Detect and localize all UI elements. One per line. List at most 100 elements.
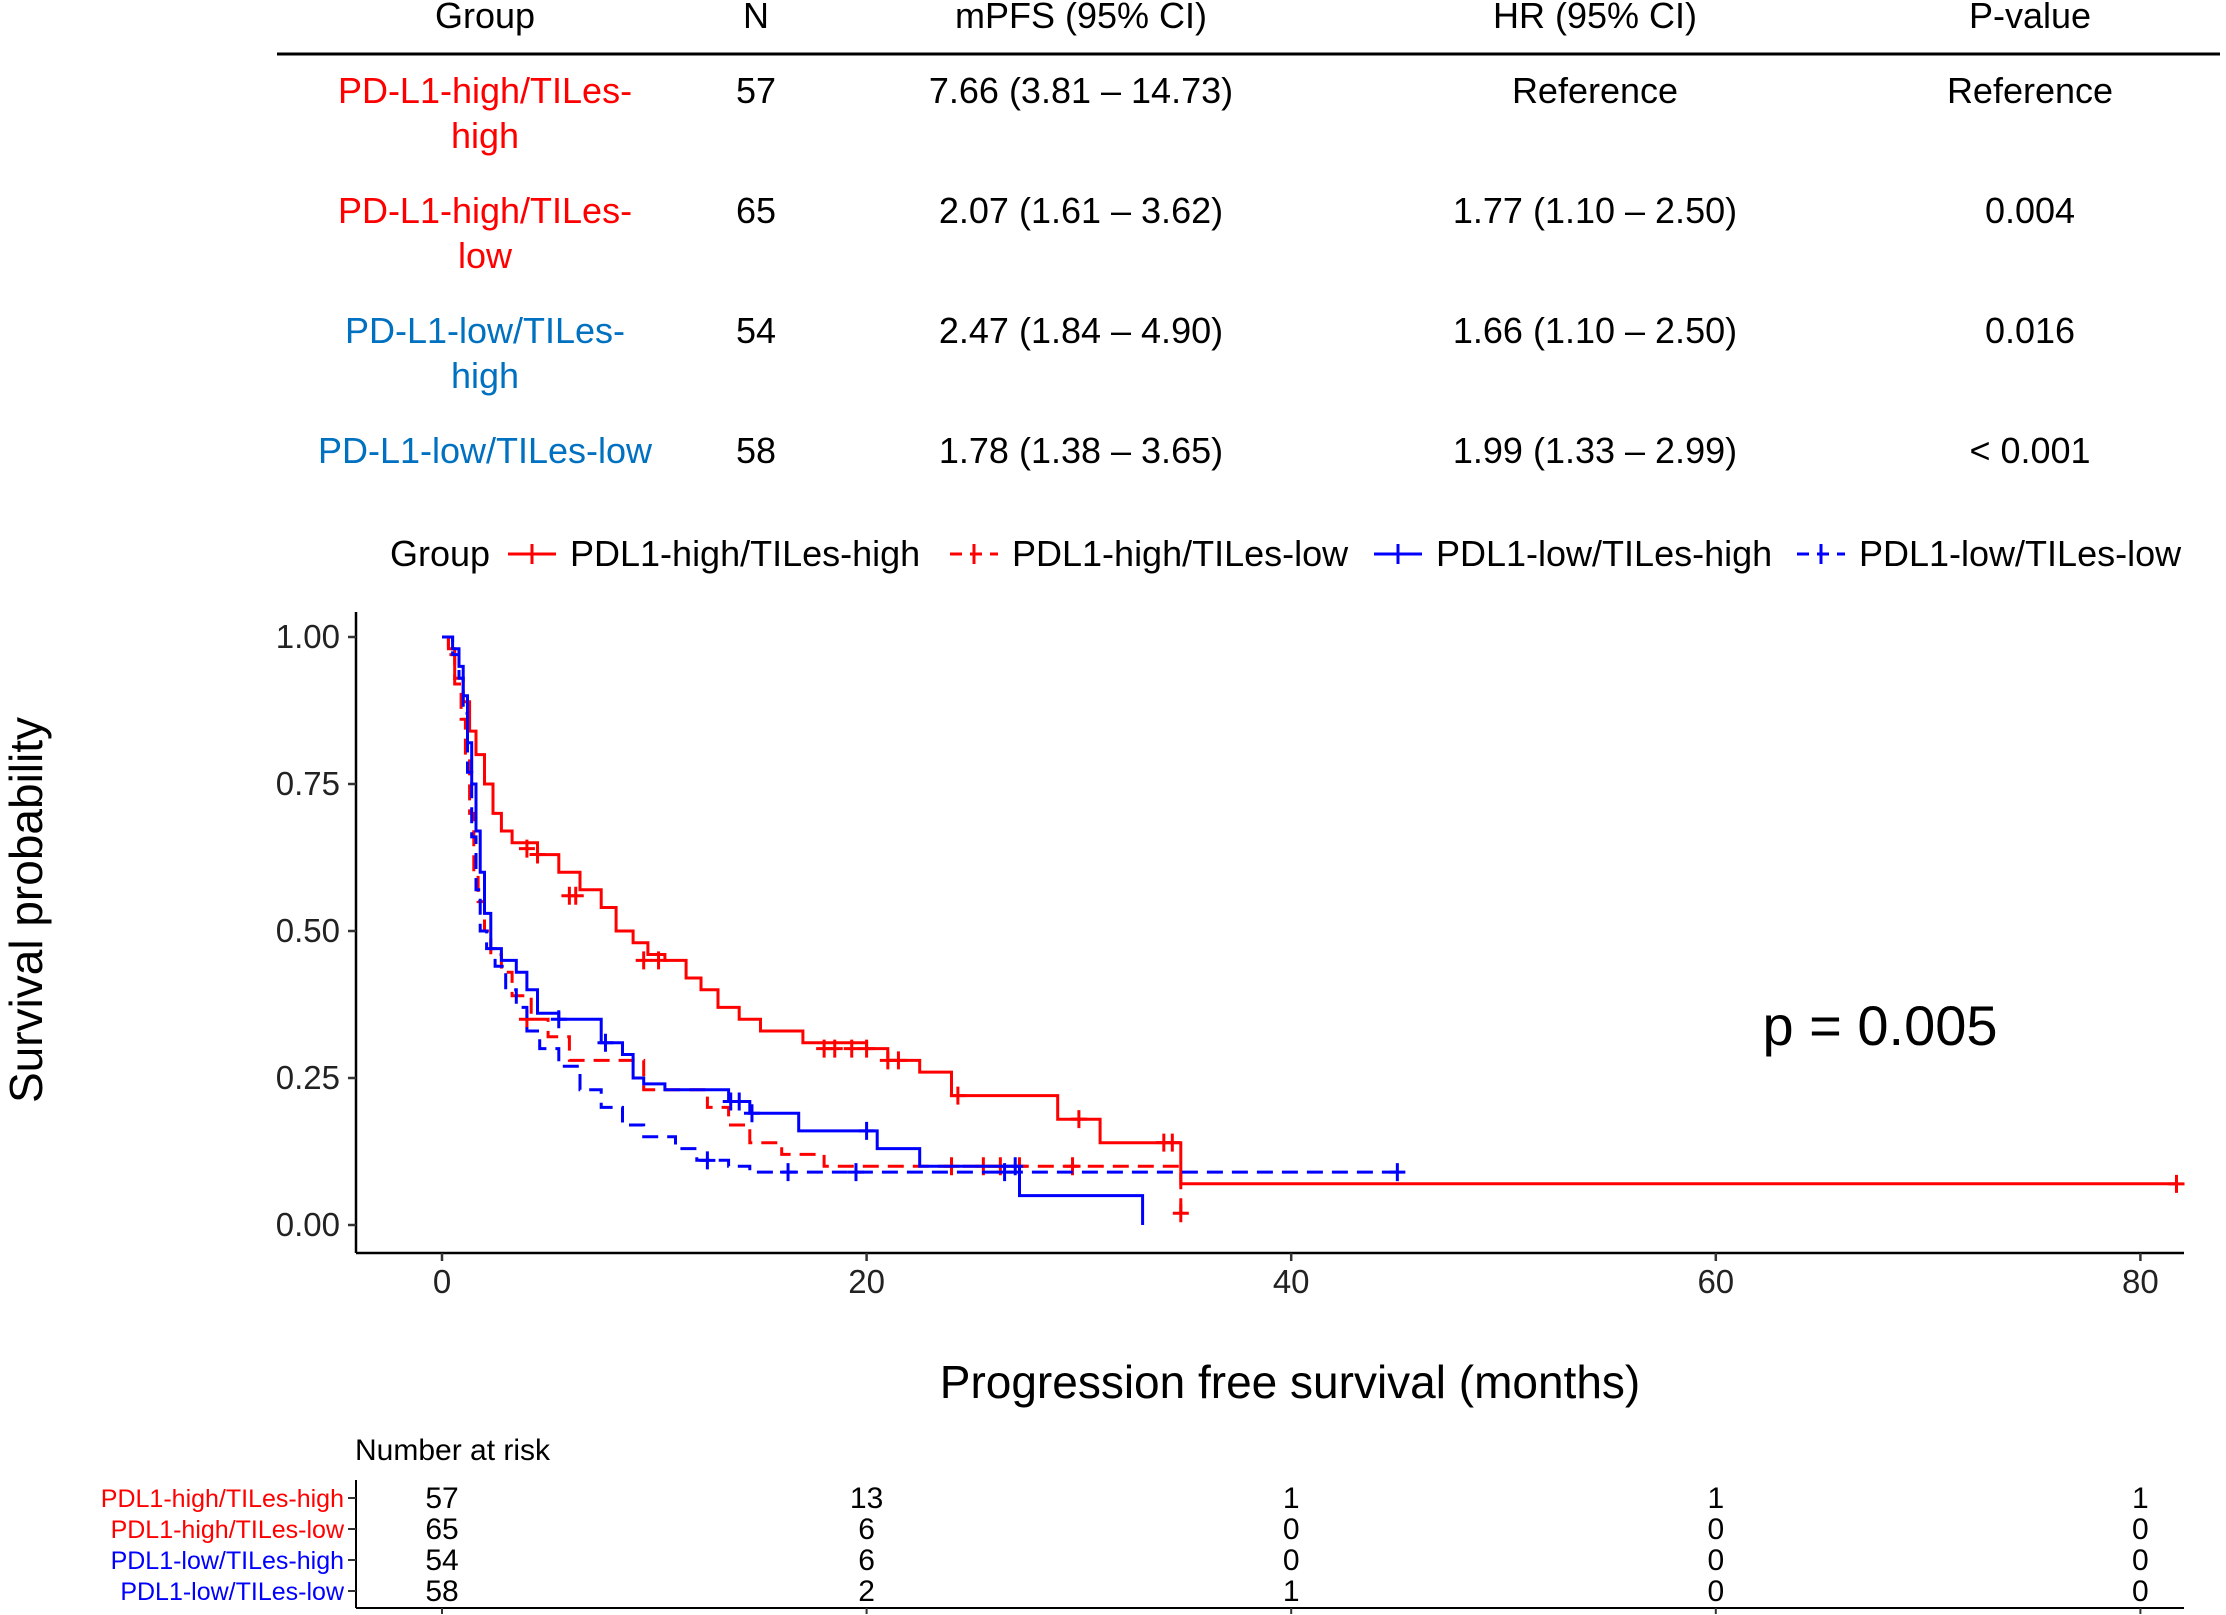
series-PDL1-high/TILes-low (442, 635, 1189, 1223)
table-cell-hr: 1.77 (1.10 – 2.50) (1453, 190, 1737, 231)
table-row: PD-L1-low/TILes-low 58 1.78 (1.38 – 3.65… (318, 430, 2091, 471)
censor-mark (567, 886, 584, 905)
risk-count: 54 (425, 1544, 458, 1577)
risk-count: 58 (425, 1575, 458, 1608)
km-curve (442, 635, 1398, 1174)
x-tick-label: 0 (433, 1263, 451, 1300)
table-row: PD-L1-high/TILes- low 65 2.07 (1.61 – 3.… (338, 190, 2075, 276)
table-cell-group: PD-L1-low/TILes-low (318, 430, 653, 471)
legend: Group PDL1-high/TILes-high PDL1-high/TIL… (390, 533, 2182, 574)
legend-item: PDL1-high/TILes-high (508, 533, 920, 574)
table-cell-n: 54 (736, 310, 776, 351)
risk-count: 65 (425, 1513, 458, 1546)
legend-key (1797, 544, 1845, 564)
risk-count: 0 (1707, 1575, 1724, 1608)
risk-row-label: PDL1-low/TILes-high (111, 1547, 344, 1575)
table-cell-pvalue: < 0.001 (1969, 430, 2090, 471)
censor-mark (1070, 1110, 1087, 1129)
legend-label: PDL1-high/TILes-high (570, 533, 920, 574)
censor-mark (743, 1104, 760, 1123)
risk-row-label: PDL1-low/TILes-low (120, 1578, 345, 1606)
table-header-n: N (743, 0, 769, 36)
censor-mark (996, 1163, 1013, 1182)
censor-mark (635, 951, 652, 970)
x-tick-label: 20 (848, 1263, 885, 1300)
legend-label: PDL1-low/TILes-low (1859, 533, 2182, 574)
risk-table-title: Number at risk (355, 1434, 551, 1467)
legend-key (1374, 544, 1422, 564)
y-tick-label: 0.50 (276, 912, 340, 949)
risk-count: 6 (858, 1513, 875, 1546)
x-axis-title: Progression free survival (months) (940, 1356, 1640, 1408)
censor-mark (949, 1086, 966, 1105)
table-cell-mpfs: 1.78 (1.38 – 3.65) (939, 430, 1223, 471)
table-cell-pvalue: 0.004 (1985, 190, 2075, 231)
censor-mark (1164, 1133, 1181, 1152)
risk-row: PDL1-high/TILes-low 65 6 0 0 0 (111, 1513, 2149, 1546)
km-curves (442, 635, 2185, 1225)
series-PDL1-high/TILes-high (442, 635, 2185, 1193)
censor-mark (699, 1151, 716, 1170)
risk-count: 1 (2132, 1482, 2149, 1515)
censor-mark (843, 1039, 860, 1058)
censor-mark (858, 1121, 875, 1140)
km-curve (442, 635, 2177, 1186)
table-cell-group: PD-L1-high/TILes- (338, 70, 632, 111)
table-row: PD-L1-low/TILes- high 54 2.47 (1.84 – 4.… (345, 310, 2075, 396)
y-tick-label: 0.75 (276, 765, 340, 802)
censor-mark (550, 1010, 567, 1029)
y-ticks: 0.00 0.25 0.50 0.75 1.00 (276, 618, 356, 1243)
table-row: PD-L1-high/TILes- high 57 7.66 (3.81 – 1… (338, 70, 2113, 156)
p-value-annotation: p = 0.005 (1762, 994, 1997, 1057)
risk-row-label: PDL1-high/TILes-high (101, 1485, 344, 1513)
censor-mark (858, 1039, 875, 1058)
table-header-hr: HR (95% CI) (1493, 0, 1697, 36)
km-curve (442, 635, 1183, 1214)
risk-rows: PDL1-high/TILes-high 57 13 1 1 1PDL1-high/TIL… (101, 1482, 2149, 1614)
y-tick-label: 0.25 (276, 1059, 340, 1096)
y-axis-title: Survival probability (0, 717, 52, 1103)
x-tick-label: 80 (2122, 1263, 2159, 1300)
series-PDL1-low/TILes-high (442, 635, 1145, 1225)
legend-label: PDL1-high/TILes-low (1012, 533, 1349, 574)
table-cell-n: 57 (736, 70, 776, 111)
y-tick-label: 0.00 (276, 1206, 340, 1243)
table-cell-group: high (451, 355, 519, 396)
summary-table: Group N mPFS (95% CI) HR (95% CI) P-valu… (277, 0, 2220, 471)
table-cell-group: PD-L1-low/TILes- (345, 310, 625, 351)
table-cell-group: PD-L1-high/TILes- (338, 190, 632, 231)
risk-row-label: PDL1-high/TILes-low (111, 1516, 345, 1544)
risk-count: 0 (1707, 1544, 1724, 1577)
risk-count: 0 (1707, 1513, 1724, 1546)
x-tick-label: 40 (1273, 1263, 1310, 1300)
risk-count: 2 (858, 1575, 875, 1608)
censor-mark (650, 951, 667, 970)
censor-mark (826, 1039, 843, 1058)
censor-mark (780, 1163, 797, 1182)
table-header-mpfs: mPFS (95% CI) (955, 0, 1207, 36)
table-cell-n: 65 (736, 190, 776, 231)
x-tick-label: 60 (1697, 1263, 1734, 1300)
legend-label: PDL1-low/TILes-high (1436, 533, 1772, 574)
risk-row: PDL1-low/TILes-high 54 6 0 0 0 (111, 1544, 2149, 1577)
legend-key (950, 544, 998, 564)
plot-area: 0.00 0.25 0.50 0.75 1.00 0 20 40 60 80 p = 0.005 (276, 612, 2185, 1300)
legend-item: PDL1-low/TILes-low (1797, 533, 2182, 574)
y-tick-label: 1.00 (276, 618, 340, 655)
table-header-group: Group (435, 0, 535, 36)
table-cell-pvalue: Reference (1947, 70, 2113, 111)
risk-row: PDL1-high/TILes-high 57 13 1 1 1 (101, 1482, 2149, 1515)
table-cell-group: low (458, 235, 513, 276)
legend-title: Group (390, 533, 490, 574)
censor-mark (529, 845, 546, 864)
legend-item: PDL1-low/TILes-high (1374, 533, 1772, 574)
risk-count: 0 (1283, 1544, 1300, 1577)
table-cell-mpfs: 2.07 (1.61 – 3.62) (939, 190, 1223, 231)
censor-mark (1389, 1163, 1406, 1182)
risk-count: 1 (1283, 1575, 1300, 1608)
risk-count: 57 (425, 1482, 458, 1515)
risk-count: 1 (1283, 1482, 1300, 1515)
legend-key (508, 544, 556, 564)
table-cell-mpfs: 2.47 (1.84 – 4.90) (939, 310, 1223, 351)
